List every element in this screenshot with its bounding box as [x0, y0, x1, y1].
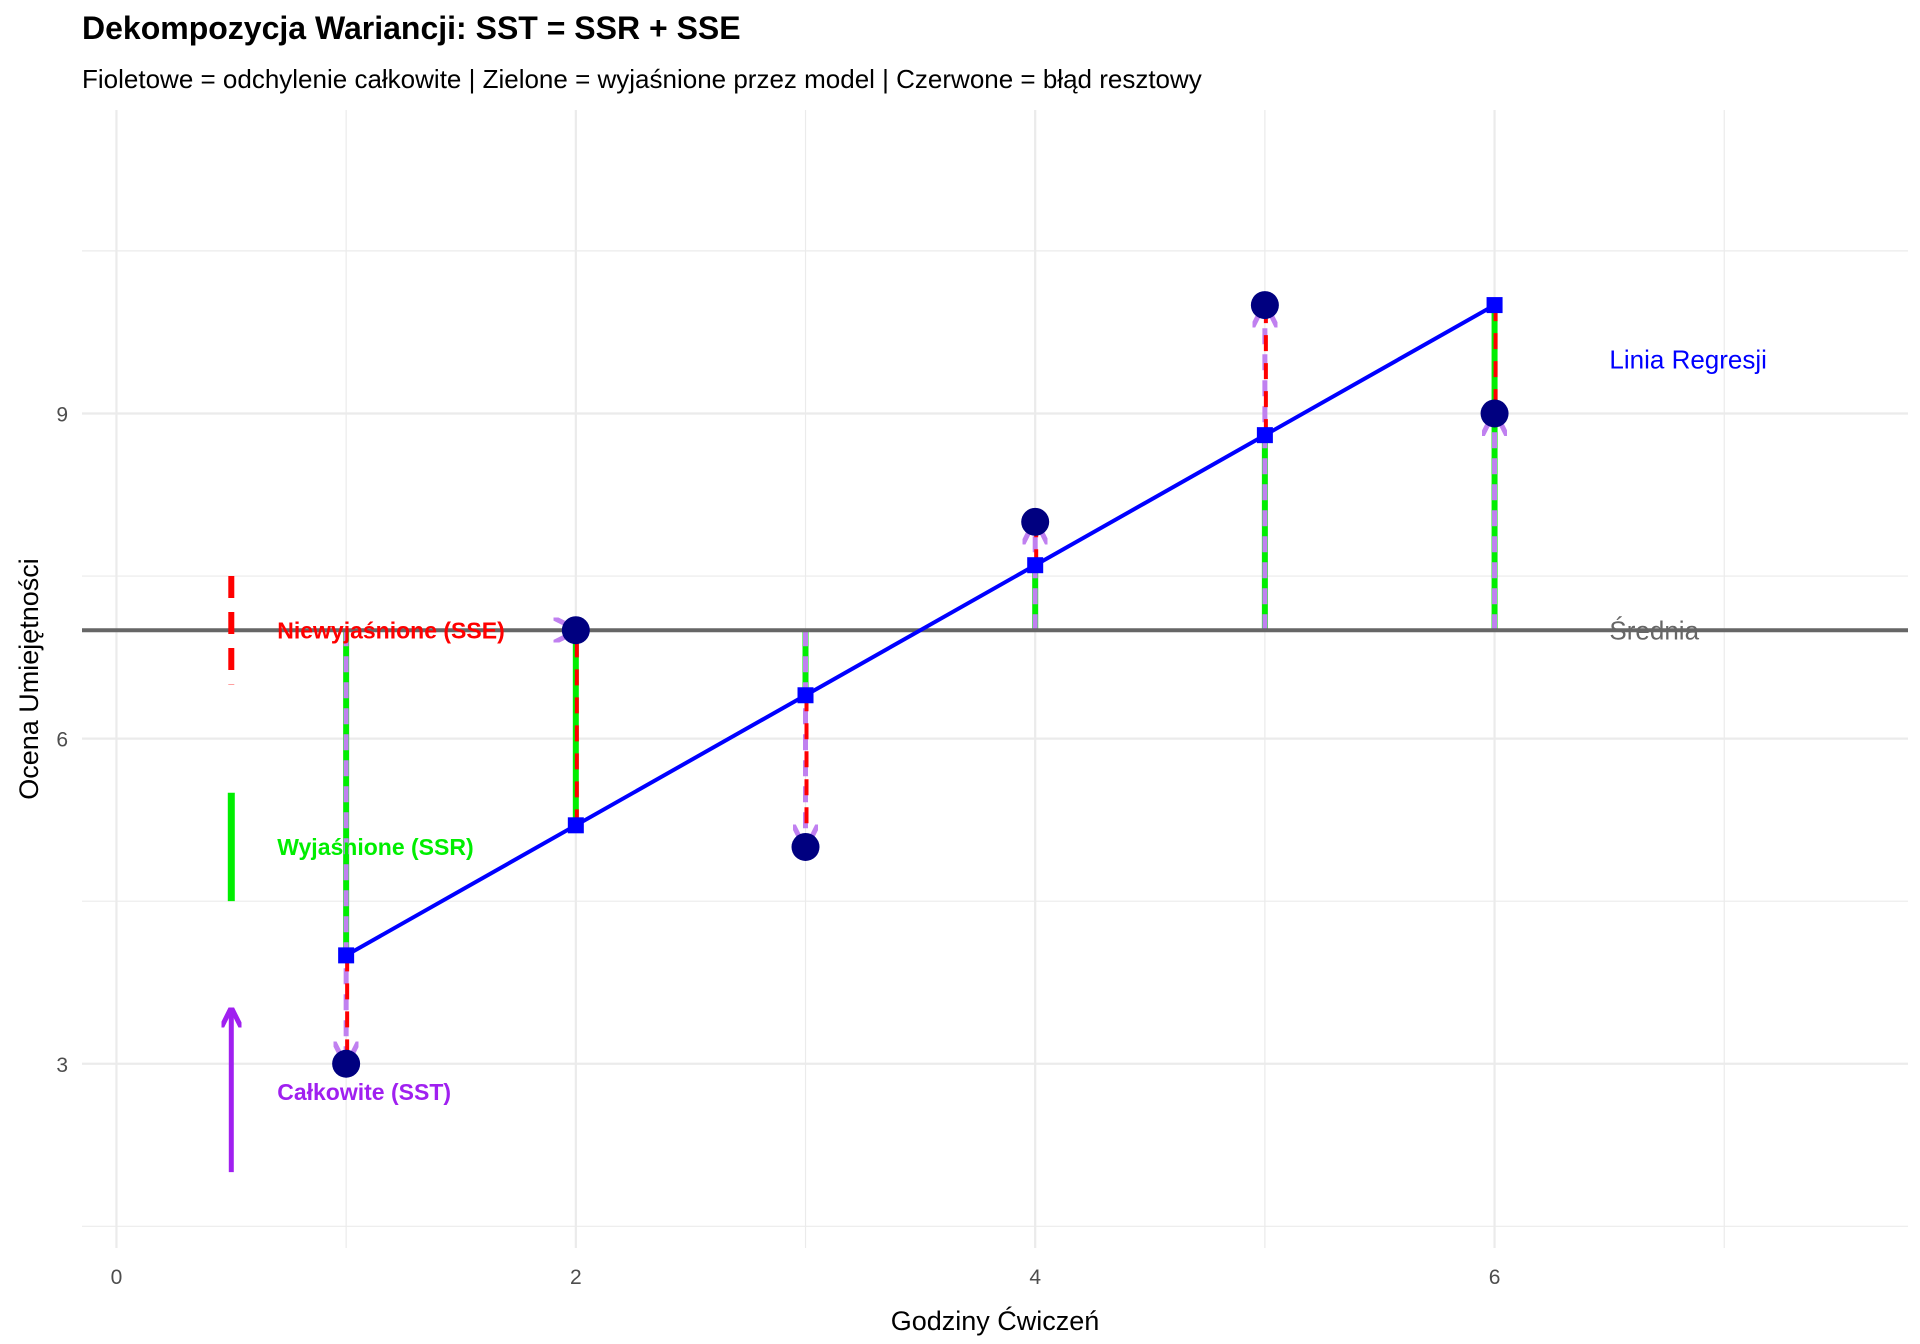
regression-line	[345, 303, 1496, 958]
sse-label: Niewyjaśnione (SSE)	[277, 617, 505, 643]
ssr-label: Wyjaśnione (SSR)	[277, 834, 473, 860]
y-tick-label: 6	[56, 729, 68, 752]
observed-point	[1021, 507, 1050, 536]
deviation-segments	[346, 305, 1495, 1064]
chart-title: Dekompozycja Wariancji: SST = SSR + SSE	[82, 10, 741, 46]
predicted-point	[797, 687, 814, 704]
grid	[82, 110, 1908, 1248]
y-tick-label: 9	[56, 403, 68, 426]
observed-point	[332, 1049, 361, 1078]
predicted-point	[338, 947, 355, 964]
x-tick-label: 6	[1489, 1266, 1501, 1289]
x-tick-label: 0	[111, 1266, 123, 1289]
mean-label: Średnia	[1609, 615, 1699, 645]
observed-point	[1250, 291, 1279, 320]
x-tick-label: 4	[1029, 1266, 1041, 1289]
x-tick-label: 2	[570, 1266, 582, 1289]
observed-point	[561, 616, 590, 645]
y-axis-title: Ocena Umiejętności	[14, 558, 44, 800]
axes: 0 2 4 6 3 6 9 Godziny Ćwiczeń Ocena Umiejętności	[14, 403, 1500, 1336]
y-tick-label: 3	[56, 1054, 68, 1077]
predicted-point	[567, 817, 584, 834]
reference-lines	[82, 303, 1908, 958]
chart-subtitle: Fioletowe = odchylenie całkowite | Zielo…	[82, 64, 1202, 94]
regression-label: Linia Regresji	[1609, 344, 1767, 374]
predicted-point	[1027, 557, 1044, 574]
data-marks	[332, 291, 1509, 1078]
x-axis-title: Godziny Ćwiczeń	[891, 1305, 1100, 1336]
observed-point	[791, 832, 820, 861]
annotation-labels: Linia Regresji Średnia Niewyjaśnione (SSE)…	[277, 344, 1767, 1105]
observed-point	[1480, 399, 1509, 428]
predicted-point	[1486, 297, 1503, 314]
sst-label: Całkowite (SST)	[277, 1079, 451, 1105]
predicted-point	[1256, 427, 1273, 444]
